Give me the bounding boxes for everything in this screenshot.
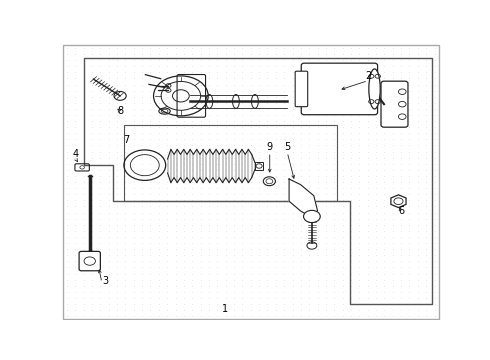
- Text: 4: 4: [73, 149, 79, 159]
- FancyBboxPatch shape: [79, 251, 100, 271]
- FancyBboxPatch shape: [295, 71, 308, 107]
- FancyBboxPatch shape: [301, 63, 378, 115]
- Ellipse shape: [369, 69, 380, 109]
- Text: 2: 2: [365, 71, 371, 81]
- Bar: [124, 125, 337, 201]
- Text: 9: 9: [267, 142, 273, 152]
- Text: 8: 8: [117, 106, 123, 116]
- Text: 7: 7: [123, 135, 130, 145]
- Text: 6: 6: [398, 206, 404, 216]
- Circle shape: [303, 210, 320, 222]
- Text: 3: 3: [102, 276, 108, 286]
- FancyBboxPatch shape: [381, 81, 408, 127]
- Text: 5: 5: [284, 142, 291, 152]
- Bar: [255, 162, 263, 170]
- Text: 1: 1: [221, 304, 227, 314]
- Polygon shape: [289, 179, 318, 216]
